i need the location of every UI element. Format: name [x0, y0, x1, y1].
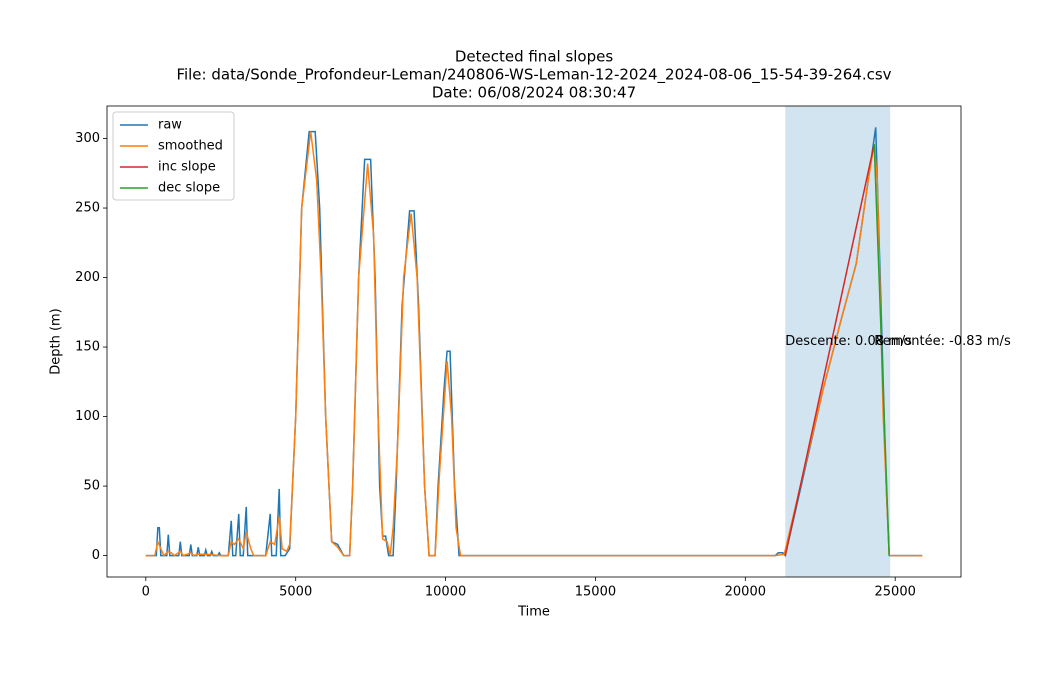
legend-label: smoothed: [158, 139, 223, 154]
x-tick-label: 10000: [425, 585, 466, 600]
y-tick-label: 50: [83, 479, 100, 494]
legend-label: raw: [158, 118, 182, 133]
x-tick-label: 0: [142, 585, 150, 600]
chart-title: File: data/Sonde_Profondeur-Leman/240806…: [176, 66, 891, 85]
y-tick-label: 0: [92, 548, 100, 563]
series-line: [784, 143, 875, 556]
x-tick-label: 5000: [279, 585, 312, 600]
x-tick-label: 15000: [575, 585, 616, 600]
y-tick-label: 200: [75, 270, 100, 285]
y-axis-label: Depth (m): [49, 308, 64, 375]
chart-title: Date: 06/08/2024 08:30:47: [432, 84, 636, 102]
annotation: Descente: 0.08 m/s: [785, 334, 912, 349]
chart-title: Detected final slopes: [455, 48, 614, 66]
y-tick-label: 250: [75, 201, 100, 216]
y-tick-label: 300: [75, 131, 100, 146]
legend-label: dec slope: [158, 181, 220, 196]
annotation: Remontée: -0.83 m/s: [874, 334, 1011, 349]
plot-frame: [106, 105, 962, 578]
y-tick-label: 150: [75, 340, 100, 355]
legend-label: inc slope: [158, 160, 216, 175]
series-line: [145, 131, 923, 557]
legend-box: [112, 111, 235, 201]
x-axis-label: Time: [517, 605, 550, 620]
series-line: [873, 144, 890, 556]
x-tick-label: 20000: [725, 585, 766, 600]
y-tick-label: 100: [75, 409, 100, 424]
highlight-span: [785, 106, 891, 577]
x-tick-label: 25000: [875, 585, 916, 600]
